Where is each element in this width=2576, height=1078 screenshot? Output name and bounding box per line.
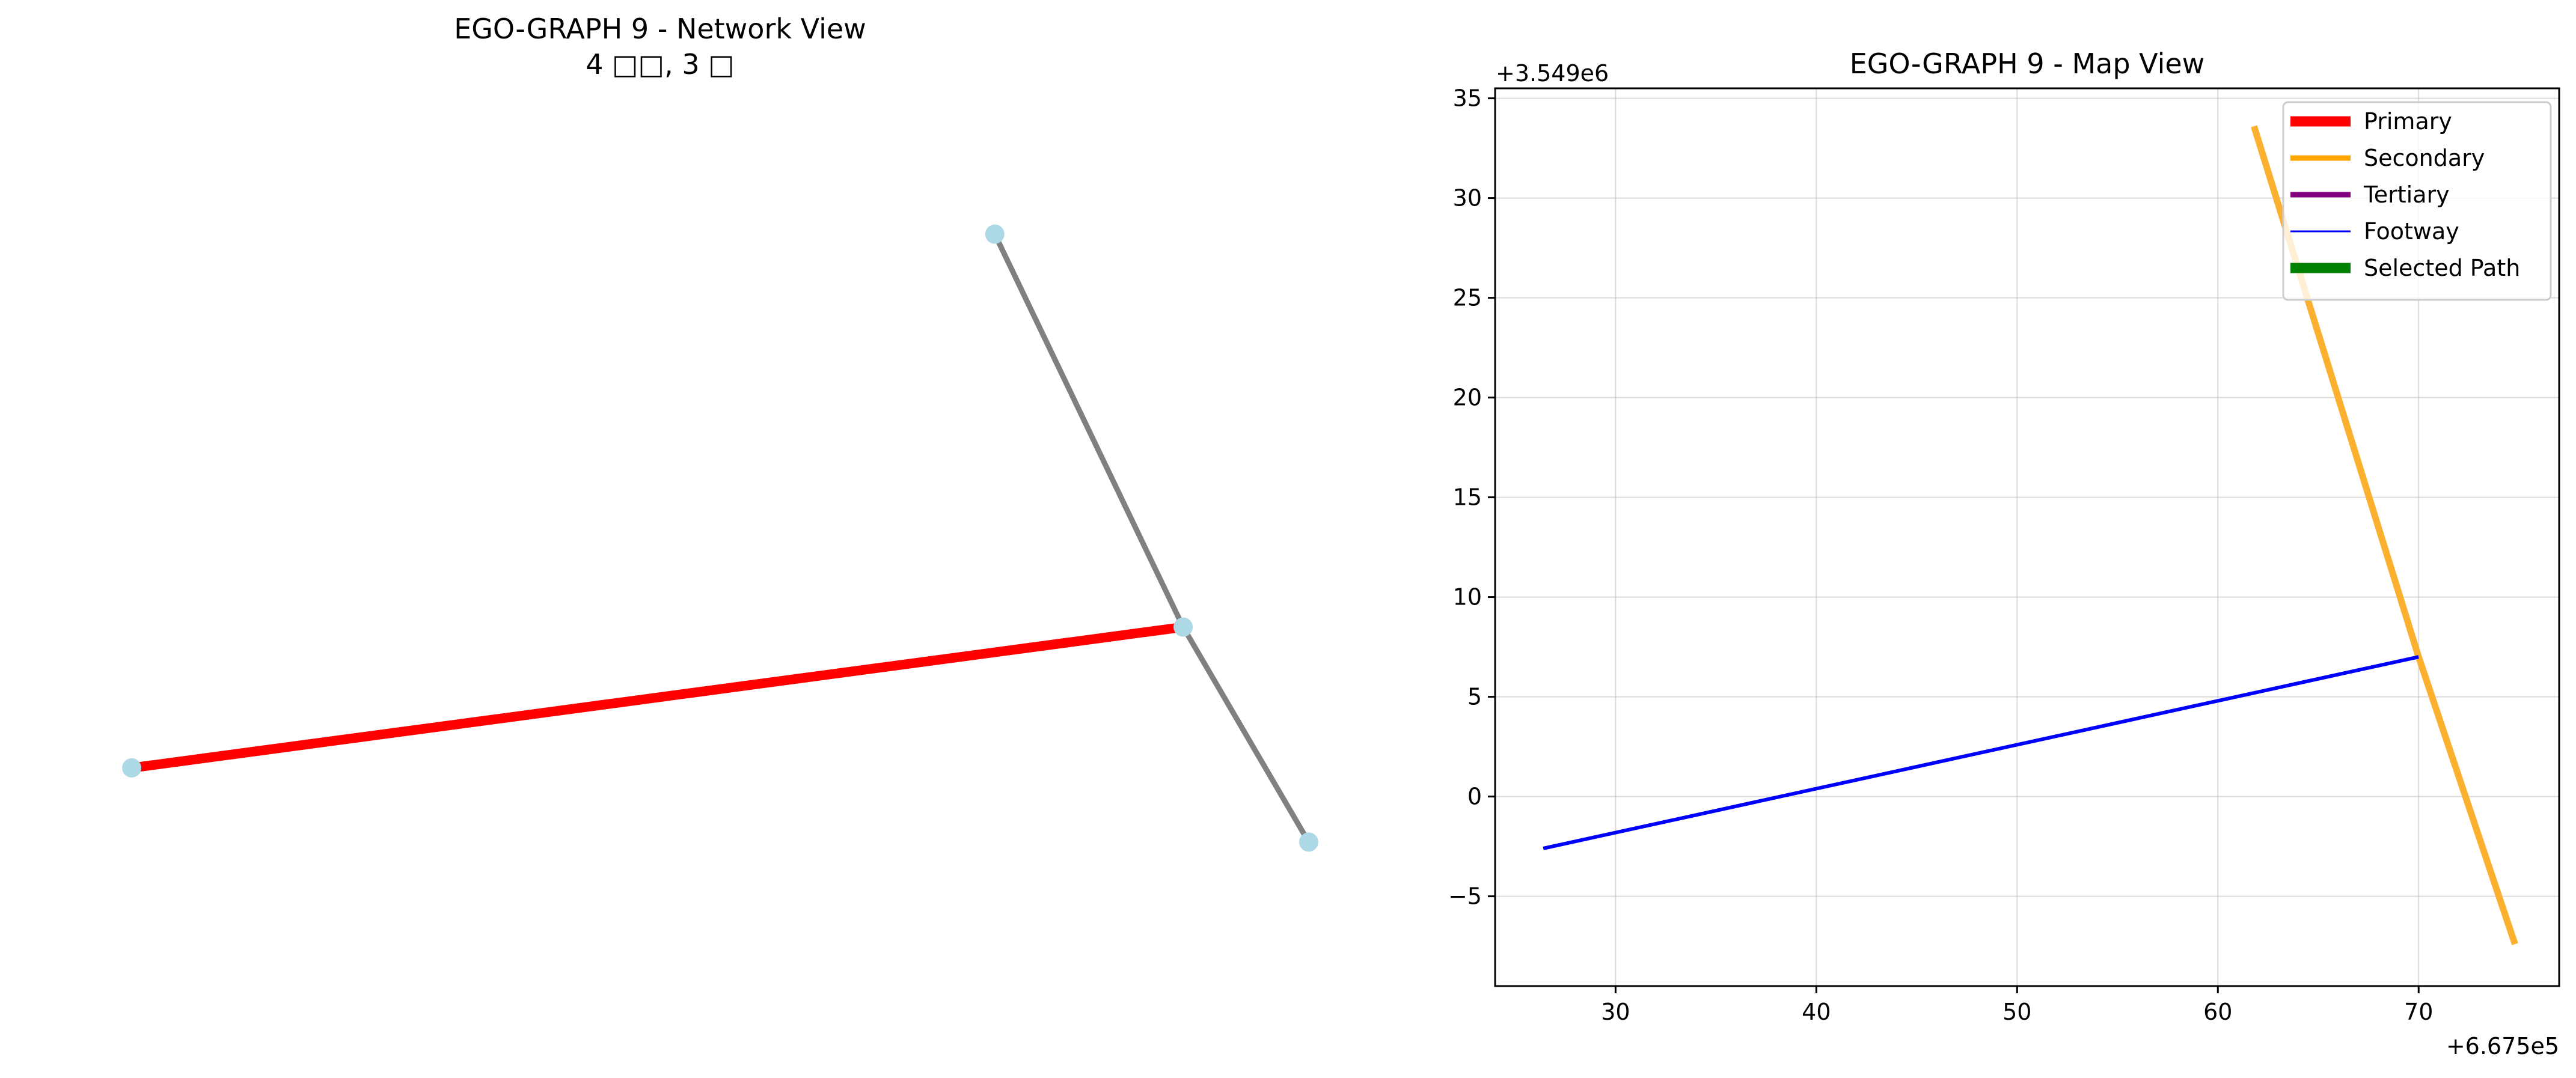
network-edge-2 (992, 233, 1186, 629)
map-x-tick-label-60: 60 (2203, 999, 2232, 1025)
legend-label-2: Secondary (2364, 145, 2485, 171)
map-x-tick-label-50: 50 (2002, 999, 2031, 1025)
legend-label-1: Primary (2364, 108, 2452, 135)
map-y-offset-label: +3.549e6 (1496, 60, 1609, 87)
map-y-tick-label-6: 5 (1467, 684, 1482, 710)
map-y-tick-label-5: 10 (1453, 584, 1482, 611)
network-node-n3 (985, 224, 1005, 244)
network-view-title: EGO-GRAPH 9 - Network View (454, 13, 866, 45)
legend-label-4: Footway (2364, 218, 2459, 245)
map-axes-frame (1494, 87, 2560, 987)
map-view-title: EGO-GRAPH 9 - Map View (1850, 47, 2205, 80)
map-series-footway (1543, 655, 2419, 850)
map-x-tick-label-40: 40 (1802, 999, 1831, 1025)
network-node-n2 (1173, 617, 1193, 637)
legend-label-3: Tertiary (2363, 181, 2450, 208)
legend-label-5: Selected Path (2364, 255, 2520, 281)
network-nodes (122, 224, 1318, 852)
network-view-panel: EGO-GRAPH 9 - Network View 4 □□, 3 □ (122, 13, 1318, 852)
map-y-tick-label-0: 35 (1453, 85, 1482, 112)
map-legend: Primary Secondary Tertiary Footway Selected … (2282, 101, 2552, 301)
network-edge-3 (1181, 626, 1311, 844)
network-edge-1 (131, 622, 1184, 773)
map-x-offset-label: +6.675e5 (2446, 1033, 2559, 1059)
map-view-panel: EGO-GRAPH 9 - Map View 30 40 50 60 70 353025… (1448, 47, 2560, 1059)
map-y-ticks: 35 30 25 20 15 10 5 0 −5 (1448, 85, 1495, 910)
network-node-n1 (122, 758, 142, 778)
map-y-tick-label-3: 20 (1453, 385, 1482, 411)
map-x-tick-label-30: 30 (1601, 999, 1630, 1025)
map-x-tick-label-70: 70 (2404, 999, 2433, 1025)
network-edges (131, 233, 1311, 844)
map-x-ticks: 30 40 50 60 70 (1601, 986, 2433, 1025)
network-view-subtitle: 4 □□, 3 □ (586, 48, 734, 81)
map-y-tick-label-8: −5 (1448, 883, 1482, 910)
map-y-tick-label-2: 25 (1453, 285, 1482, 311)
map-series (1543, 125, 2518, 946)
map-legend-box (2282, 101, 2552, 301)
network-node-n4 (1299, 832, 1318, 852)
map-y-tick-label-1: 30 (1453, 185, 1482, 212)
map-y-tick-label-4: 15 (1453, 484, 1482, 511)
map-y-tick-label-7: 0 (1467, 784, 1482, 810)
